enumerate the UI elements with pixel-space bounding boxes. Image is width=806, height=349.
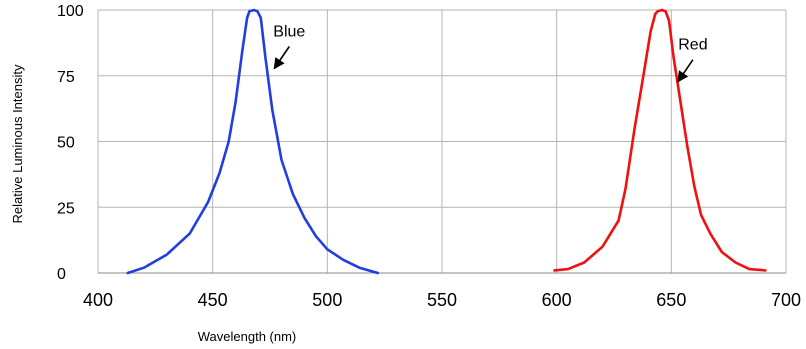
- x-tick-label: 600: [542, 290, 572, 310]
- annotations: Blue Red: [273, 23, 708, 83]
- y-axis-label: Relative Luminous Intensity: [10, 64, 25, 223]
- annotation-arrow-icon: [273, 46, 290, 70]
- series-lines: [126, 8, 767, 275]
- x-tick-label: 450: [198, 290, 228, 310]
- series-line-red: [553, 8, 767, 272]
- y-tick-label: 25: [57, 200, 75, 217]
- x-tick-label: 400: [83, 290, 113, 310]
- y-tick-label: 50: [57, 135, 75, 152]
- y-tick-label: 100: [57, 3, 84, 20]
- series-line-blue: [126, 8, 380, 275]
- annotation-label: Red: [678, 37, 707, 54]
- axis-labels: Wavelength (nm) Relative Luminous Intens…: [10, 64, 296, 344]
- y-tick-label: 0: [57, 266, 66, 283]
- x-tick-label: 550: [427, 290, 457, 310]
- x-axis-label: Wavelength (nm): [198, 329, 297, 344]
- annotation-arrow-icon: [677, 59, 694, 83]
- x-tick-label: 700: [771, 290, 801, 310]
- x-tick-label: 500: [312, 290, 342, 310]
- axes: 0 25 50 75 100 400 450 500 550 600 650 700: [57, 3, 801, 310]
- y-tick-label: 75: [57, 69, 75, 86]
- grid: [97, 9, 787, 273]
- annotation-label: Blue: [273, 23, 305, 40]
- x-tick-label: 650: [656, 290, 686, 310]
